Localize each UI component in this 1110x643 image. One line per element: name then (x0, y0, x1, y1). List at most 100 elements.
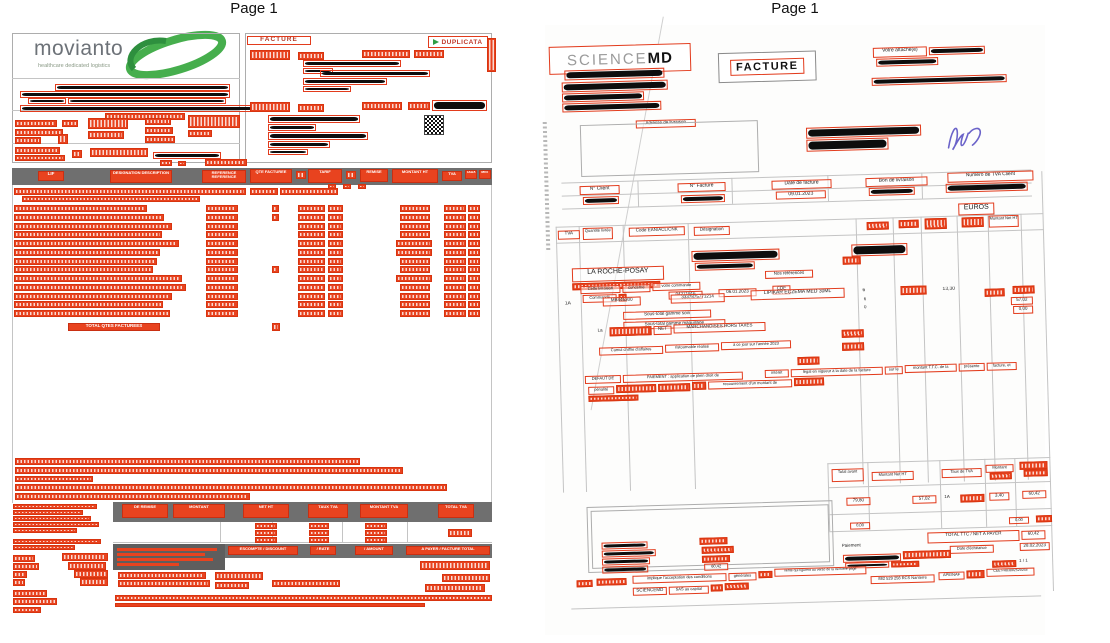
ocr-redaction-box (444, 223, 466, 230)
ocr-redaction-box (298, 258, 325, 265)
ocr-redaction-box (444, 258, 466, 265)
ocr-redaction-box (206, 258, 238, 265)
document-rect (245, 33, 492, 163)
ocr-text-box: 57,02 (1010, 296, 1033, 306)
ocr-redaction-box (206, 310, 238, 317)
movianto-logo: movianto healthcare dedicated logistics (12, 30, 240, 80)
ocr-redaction-box (250, 50, 290, 60)
ocr-text-box: Votre attaché(e) (872, 46, 928, 58)
redacted-text-bar (268, 149, 308, 155)
ocr-redaction-box (468, 301, 480, 308)
redacted-text-bar (55, 84, 230, 91)
redacted-text-bar (601, 541, 648, 550)
ocr-redaction-box (444, 214, 466, 221)
redacted-text-bar (268, 124, 316, 131)
ocr-redaction-box (14, 301, 163, 308)
ocr-redaction-box (13, 607, 41, 613)
ocr-redaction-box (13, 522, 99, 527)
ocr-redaction-box (14, 275, 182, 282)
ocr-text-box: TVA (557, 230, 580, 240)
ocr-redaction-box (15, 476, 93, 482)
ocr-redaction-box (891, 560, 920, 568)
ocr-label-box: REMISE (360, 169, 388, 182)
annotation-line (117, 558, 213, 561)
ocr-redaction-box (272, 205, 279, 212)
redacted-text-bar (268, 132, 368, 140)
ocr-redaction-box (448, 529, 472, 537)
ocr-redaction-box (296, 171, 306, 179)
redacted-text-bar (868, 186, 915, 197)
ocr-text-box: APE/NAF (938, 571, 965, 581)
ocr-text-box: 882 529 258 RCS Nanterre (870, 574, 935, 585)
ocr-redaction-box (414, 50, 444, 58)
ocr-redaction-box (14, 214, 164, 221)
duplicata-label: DUPLICATA (441, 38, 483, 46)
ocr-redaction-box (206, 275, 238, 282)
ocr-label-box: QTE FACTUREE (250, 169, 292, 183)
document-text: 6 (863, 296, 867, 302)
redacted-text-bar (20, 91, 230, 98)
ocr-redaction-box (328, 310, 343, 317)
document-line (342, 522, 343, 542)
ocr-redaction-box (14, 188, 246, 195)
document-line (892, 217, 901, 484)
ocr-redaction-box (15, 467, 403, 474)
ocr-redaction-box (328, 223, 343, 230)
ocr-redaction-box (960, 493, 985, 503)
ocr-redaction-box (468, 249, 480, 256)
document-text: 1A (564, 301, 571, 307)
ocr-text-box: Total avant (831, 468, 864, 483)
redacted-text-bar (68, 98, 226, 104)
redacted-text-bar (562, 100, 662, 113)
ocr-redaction-box (88, 131, 124, 139)
redacted-text-bar (582, 196, 620, 206)
ocr-redaction-box (215, 572, 263, 580)
ocr-redaction-box (13, 598, 57, 605)
ocr-redaction-box (444, 301, 466, 308)
ocr-redaction-box (13, 516, 91, 521)
ocr-redaction-box (701, 555, 731, 563)
ocr-redaction-box (468, 214, 480, 221)
ocr-text-box: générales (728, 572, 757, 582)
ocr-redaction-box (842, 256, 861, 265)
ocr-redaction-box (358, 184, 366, 189)
ocr-text-box: NET (653, 325, 672, 336)
ocr-redaction-box (343, 184, 351, 189)
ocr-redaction-box (13, 579, 25, 586)
ocr-redaction-box (961, 216, 984, 228)
ocr-redaction-box (14, 293, 172, 300)
ocr-redaction-box (13, 510, 83, 515)
ocr-redaction-box (468, 258, 480, 265)
ocr-redaction-box (396, 240, 432, 247)
ocr-redaction-box (255, 537, 277, 543)
ocr-redaction-box (14, 249, 160, 256)
ocr-redaction-box (14, 231, 162, 238)
ocr-text-box: intérêt (764, 369, 789, 378)
ocr-redaction-box (160, 160, 172, 166)
redacted-text-bar (268, 141, 330, 148)
ocr-redaction-box (866, 221, 889, 231)
ocr-text-box: Montant Net HT (988, 214, 1019, 228)
ocr-redaction-box (400, 205, 430, 212)
ocr-label-box: MONTANT (173, 504, 225, 518)
document-line (555, 226, 565, 493)
ocr-redaction-box (72, 150, 82, 158)
ocr-label-box: LIF (38, 171, 64, 181)
ocr-redaction-box (206, 240, 238, 247)
ocr-text-box: recouvrement d'un montant de (708, 379, 793, 390)
movianto-tagline: healthcare dedicated logistics (38, 63, 111, 69)
ocr-label-box: TAUX TVA (308, 504, 348, 518)
redacted-text-bar (806, 137, 889, 152)
document-line (1041, 171, 1055, 592)
ocr-redaction-box (298, 275, 325, 282)
ocr-redaction-box (215, 582, 249, 589)
ocr-redaction-box (468, 275, 480, 282)
ocr-redaction-box (206, 301, 238, 308)
redacted-text-bar (851, 242, 908, 257)
ocr-redaction-box (328, 266, 343, 273)
ocr-redaction-box (14, 284, 186, 291)
ocr-redaction-box (396, 249, 432, 256)
document-text: 1A (944, 494, 950, 500)
ocr-redaction-box (400, 310, 430, 317)
ocr-redaction-box (14, 258, 157, 265)
